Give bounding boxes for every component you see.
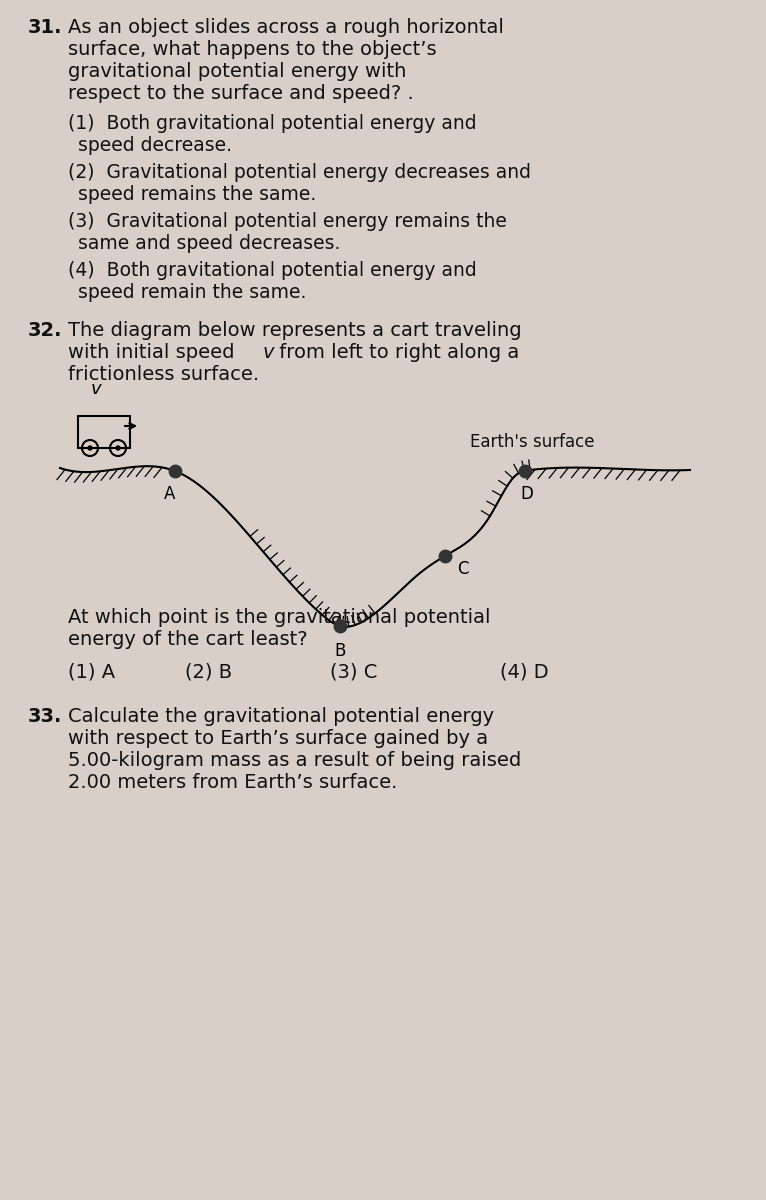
Text: frictionless surface.: frictionless surface.	[68, 365, 259, 384]
Text: (3)  Gravitational potential energy remains the: (3) Gravitational potential energy remai…	[68, 212, 507, 230]
Text: (4)  Both gravitational potential energy and: (4) Both gravitational potential energy …	[68, 260, 476, 280]
Text: B: B	[334, 642, 345, 660]
Text: v: v	[90, 380, 101, 398]
Text: (1)  Both gravitational potential energy and: (1) Both gravitational potential energy …	[68, 114, 476, 133]
Text: speed remain the same.: speed remain the same.	[78, 283, 306, 302]
Text: (2) B: (2) B	[185, 662, 232, 680]
Text: 31.: 31.	[28, 18, 63, 37]
Text: As an object slides across a rough horizontal: As an object slides across a rough horiz…	[68, 18, 504, 37]
Text: 2.00 meters from Earth’s surface.: 2.00 meters from Earth’s surface.	[68, 773, 398, 792]
Text: respect to the surface and speed? .: respect to the surface and speed? .	[68, 84, 414, 103]
Circle shape	[116, 446, 120, 450]
Text: speed decrease.: speed decrease.	[78, 136, 232, 155]
Text: A: A	[165, 485, 175, 503]
Text: At which point is the gravitational potential: At which point is the gravitational pote…	[68, 608, 490, 626]
Text: (3) C: (3) C	[330, 662, 378, 680]
Bar	[78, 416, 130, 448]
Text: surface, what happens to the object’s: surface, what happens to the object’s	[68, 40, 437, 59]
Text: The diagram below represents a cart traveling: The diagram below represents a cart trav…	[68, 320, 522, 340]
Text: 32.: 32.	[28, 320, 63, 340]
Text: gravitational potential energy with: gravitational potential energy with	[68, 62, 407, 80]
Text: v: v	[263, 343, 274, 362]
Text: speed remains the same.: speed remains the same.	[78, 185, 316, 204]
Text: from left to right along a: from left to right along a	[273, 343, 519, 362]
Text: (2)  Gravitational potential energy decreases and: (2) Gravitational potential energy decre…	[68, 163, 531, 182]
Text: with respect to Earth’s surface gained by a: with respect to Earth’s surface gained b…	[68, 728, 488, 748]
Text: with initial speed: with initial speed	[68, 343, 241, 362]
Text: 33.: 33.	[28, 707, 62, 726]
Circle shape	[88, 446, 92, 450]
Text: energy of the cart least?: energy of the cart least?	[68, 630, 308, 649]
Text: Earth's surface: Earth's surface	[470, 433, 594, 451]
Text: 5.00-kilogram mass as a result of being raised: 5.00-kilogram mass as a result of being …	[68, 751, 521, 770]
Text: C: C	[457, 560, 469, 578]
Text: Calculate the gravitational potential energy: Calculate the gravitational potential en…	[68, 707, 494, 726]
Text: (4) D: (4) D	[500, 662, 548, 680]
Text: same and speed decreases.: same and speed decreases.	[78, 234, 340, 253]
Text: D: D	[521, 485, 533, 503]
Text: (1) A: (1) A	[68, 662, 115, 680]
